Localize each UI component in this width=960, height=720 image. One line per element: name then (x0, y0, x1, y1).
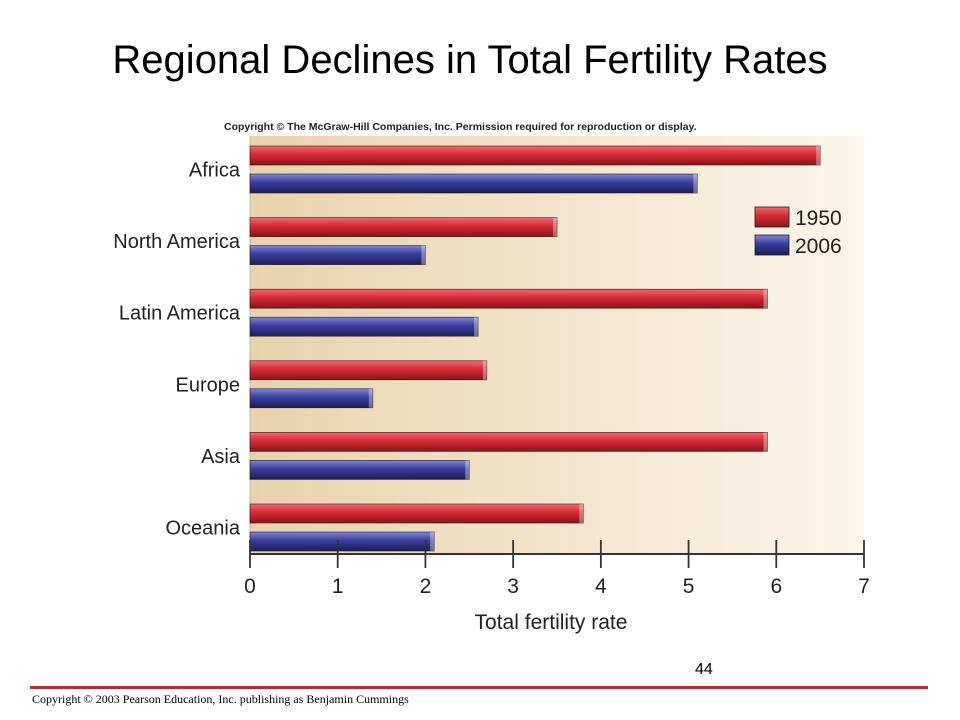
bar-end-europe-1950 (482, 360, 487, 380)
bar-africa-2006 (249, 173, 698, 194)
bar-north-america-1950 (249, 217, 558, 237)
bar-end-oceania-2006 (430, 532, 435, 551)
legend-swatch-2006 (754, 234, 790, 256)
bar-end-asia-1950 (763, 432, 768, 452)
bar-end-asia-2006 (465, 460, 470, 480)
page-number: 44 (695, 661, 713, 678)
bar-europe-1950 (249, 360, 488, 381)
x-tick-label: 6 (770, 575, 782, 598)
bar-asia-2006 (249, 460, 470, 480)
bar-end-latin-america-2006 (474, 317, 479, 337)
category-label: Africa (189, 160, 241, 182)
category-label: Oceania (166, 518, 241, 540)
x-tick-label: 2 (420, 575, 432, 598)
category-label: Europe (176, 374, 241, 396)
bar-oceania-2006 (249, 531, 435, 552)
bar-africa-1950 (249, 145, 821, 166)
footer-divider (30, 686, 928, 689)
bar-oceania-1950 (249, 503, 584, 524)
bar-end-north-america-2006 (421, 245, 426, 265)
bar-latin-america-2006 (249, 316, 479, 337)
x-tick-label: 5 (683, 575, 695, 598)
bar-europe-2006 (249, 388, 374, 409)
bar-end-latin-america-1950 (763, 289, 768, 309)
bar-end-europe-2006 (368, 388, 373, 408)
category-label: Asia (201, 446, 241, 468)
x-tick-label: 7 (858, 575, 870, 598)
bar-end-north-america-1950 (553, 217, 557, 237)
legend-label-1950: 1950 (795, 207, 842, 230)
permission-note: Copyright © The McGraw-Hill Companies, I… (224, 121, 697, 133)
bar-asia-1950 (249, 432, 768, 452)
bar-north-america-2006 (249, 245, 426, 265)
bar-end-oceania-1950 (579, 504, 584, 523)
chart: Copyright © The McGraw-Hill Companies, I… (0, 110, 960, 650)
bar-chart-svg: Copyright © The McGraw-Hill Companies, I… (113, 121, 870, 634)
bar-latin-america-1950 (249, 288, 768, 309)
plot-background (250, 136, 864, 554)
category-label: North America (113, 231, 241, 253)
bar-end-africa-1950 (816, 146, 821, 165)
x-tick-label: 1 (332, 575, 344, 598)
x-axis-label: Total fertility rate (475, 611, 628, 634)
bar-end-africa-2006 (693, 174, 698, 193)
legend-label-2006: 2006 (795, 235, 842, 258)
x-tick-label: 0 (244, 575, 256, 598)
footer-copyright: Copyright © 2003 Pearson Education, Inc.… (32, 692, 409, 706)
x-tick-label: 3 (507, 575, 519, 598)
x-tick-label: 4 (595, 575, 607, 598)
legend-swatch-1950 (754, 206, 790, 228)
category-label: Latin America (119, 303, 241, 325)
slide-title: Regional Declines in Total Fertility Rat… (112, 38, 828, 82)
